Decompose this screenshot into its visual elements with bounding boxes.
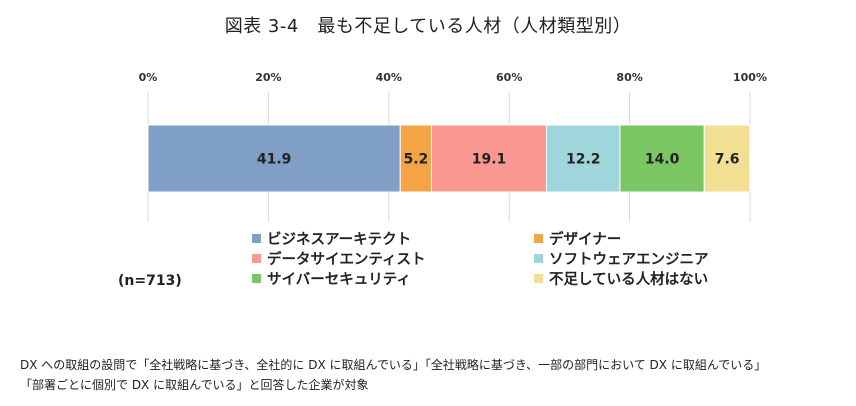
legend-item: デザイナー: [534, 229, 772, 248]
legend-item: データサイエンティスト: [252, 249, 534, 268]
legend-label: ソフトウェアエンジニア: [549, 252, 709, 268]
legend-item: ビジネスアーキテクト: [252, 229, 534, 248]
legend-swatch: [252, 274, 261, 283]
x-tick-label: 60%: [496, 71, 522, 84]
data-labels: 41.9 5.2 19.1 12.2 14.0 7.6: [257, 152, 740, 168]
legend-item: ソフトウェアエンジニア: [534, 249, 772, 268]
legend-swatch: [534, 254, 543, 263]
footnote-line-1: DX への取組の設問で「全社戦略に基づき、全社的に DX に取組んでいる」「全社…: [20, 358, 767, 372]
bar-segment: [546, 124, 621, 193]
x-axis-tick-labels: 0% 20% 40% 60% 80% 100%: [139, 71, 767, 84]
data-label: 41.9: [257, 152, 292, 168]
legend-item: サイバーセキュリティ: [252, 269, 534, 288]
x-tick-label: 0%: [139, 71, 158, 84]
legend-label: サイバーセキュリティ: [267, 272, 411, 288]
data-label: 5.2: [403, 152, 428, 168]
data-label: 19.1: [472, 152, 507, 168]
legend-label: 不足している人材はない: [549, 272, 709, 288]
x-tick-label: 40%: [376, 71, 402, 84]
legend-label: ビジネスアーキテクト: [267, 232, 412, 248]
stacked-bar: [147, 124, 751, 193]
x-tick-label: 20%: [255, 71, 281, 84]
x-tick-label: 80%: [616, 71, 642, 84]
footnote-line-2: 「部署ごとに個別で DX に取組んでいる」と回答した企業が対象: [20, 378, 369, 392]
legend-item: 不足している人材はない: [534, 269, 772, 288]
legend: ビジネスアーキテクト デザイナーデータサイエンティスト ソフトウェアエンジニアサイバ…: [252, 229, 772, 288]
legend-swatch: [252, 254, 261, 263]
bar-segment: [399, 124, 433, 193]
legend-swatch: [534, 274, 543, 283]
legend-swatch: [252, 234, 261, 243]
legend-label: デザイナー: [549, 232, 622, 248]
legend-swatch: [534, 234, 543, 243]
bar-segment: [431, 124, 548, 193]
sample-size-label: (n=713): [118, 273, 182, 289]
data-label: 12.2: [566, 152, 601, 168]
data-label: 7.6: [715, 152, 740, 168]
x-tick-label: 100%: [733, 71, 767, 84]
legend-label: データサイエンティスト: [267, 252, 426, 268]
bar-segment: [703, 124, 751, 193]
chart-title: 図表 3-4 最も不足している人材（人材類型別）: [224, 16, 632, 37]
footnote: DX への取組の設問で「全社戦略に基づき、全社的に DX に取組んでいる」「全社…: [20, 355, 850, 395]
data-label: 14.0: [645, 152, 680, 168]
bar-segment: [619, 124, 705, 193]
